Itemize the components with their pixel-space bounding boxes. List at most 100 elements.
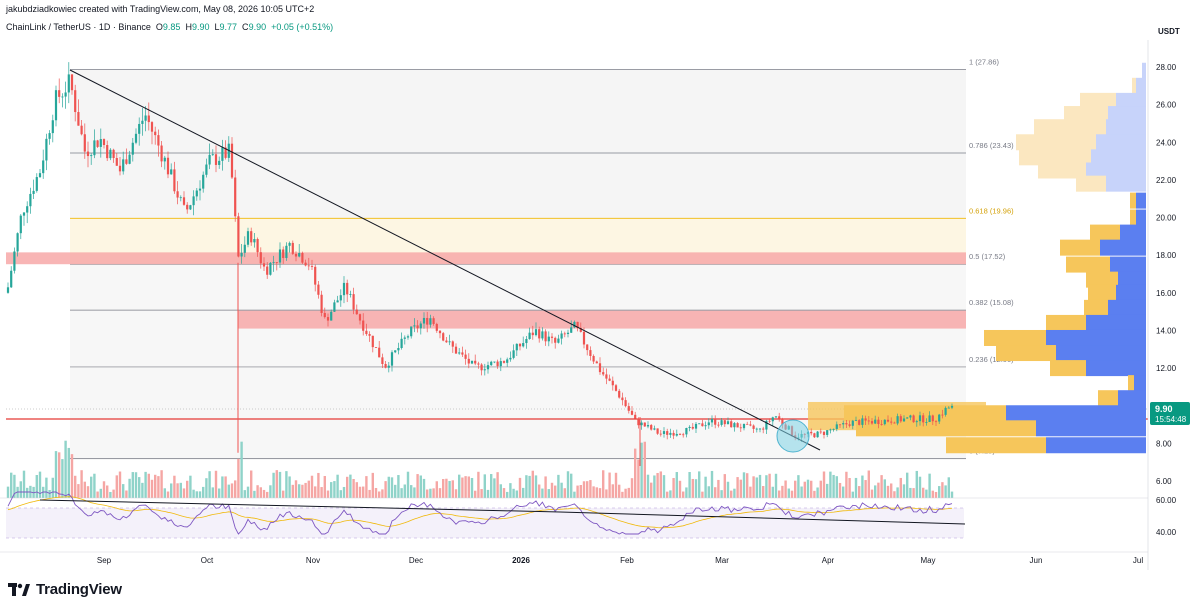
candle-body xyxy=(912,415,915,423)
volume-bar xyxy=(749,486,752,498)
volume-bar xyxy=(106,485,109,498)
candle-body xyxy=(387,365,390,368)
candle-body xyxy=(506,359,509,363)
candle-body xyxy=(131,142,134,155)
volume-profile-sell xyxy=(1034,119,1106,136)
volume-bar xyxy=(608,472,611,498)
time-axis-label: Sep xyxy=(97,556,112,565)
volume-bar xyxy=(845,471,848,498)
candle-body xyxy=(256,239,259,253)
volume-bar xyxy=(733,488,736,498)
candle-body xyxy=(179,197,182,199)
candle-body xyxy=(32,190,35,194)
volume-profile-buy xyxy=(1136,77,1146,94)
volume-bar xyxy=(810,480,813,498)
volume-bar xyxy=(902,484,906,498)
fib-level-label: 0.5 (17.52) xyxy=(969,252,1006,261)
candle-body xyxy=(198,188,202,191)
candle-body xyxy=(112,149,115,159)
price-axis-label: 28.00 xyxy=(1156,63,1177,72)
volume-bar xyxy=(371,472,374,498)
downtrend-line[interactable] xyxy=(69,69,821,451)
volume-bar xyxy=(208,471,211,498)
volume-bar xyxy=(70,454,74,498)
volume-bar xyxy=(448,480,451,498)
candle-body xyxy=(608,378,611,381)
volume-bar xyxy=(605,489,608,498)
volume-bar xyxy=(515,490,518,498)
volume-profile-sell xyxy=(1130,209,1136,226)
volume-bar xyxy=(102,481,106,498)
candle-body xyxy=(448,341,451,343)
volume-bar xyxy=(22,470,26,498)
candle-body xyxy=(845,423,848,425)
candle-body xyxy=(602,372,605,375)
volume-bar xyxy=(339,490,342,498)
candle-body xyxy=(576,321,579,328)
volume-bar xyxy=(458,474,461,498)
volume-bar xyxy=(717,479,720,498)
candle-body xyxy=(928,415,931,423)
candle-body xyxy=(685,427,688,435)
candle-body xyxy=(189,205,192,210)
candle-body xyxy=(496,361,499,367)
volume-profile-buy xyxy=(1056,345,1146,362)
symbol-legend[interactable]: ChainLink / TetherUS · 1D · Binance O9.8… xyxy=(6,22,334,32)
candle-body xyxy=(528,332,531,339)
volume-bar xyxy=(688,472,691,498)
volume-profile-buy xyxy=(1136,192,1146,209)
volume-bar xyxy=(912,488,915,498)
tradingview-logo[interactable]: TradingView xyxy=(8,581,122,598)
volume-bar xyxy=(637,459,640,498)
volume-bar xyxy=(301,484,304,498)
volume-bar xyxy=(858,486,861,498)
volume-bar xyxy=(486,489,490,498)
candle-body xyxy=(458,352,461,354)
volume-bar xyxy=(918,476,922,498)
candle-body xyxy=(938,414,941,422)
candle-body xyxy=(579,327,582,332)
volume-bar xyxy=(666,491,669,498)
candle-body xyxy=(595,361,598,364)
volume-bar xyxy=(950,491,954,498)
volume-bar xyxy=(701,491,704,498)
volume-bar xyxy=(554,485,557,498)
volume-bar xyxy=(653,475,656,498)
volume-profile-buy xyxy=(1106,119,1146,136)
candle-body xyxy=(6,287,10,293)
candle-body xyxy=(362,320,365,331)
candle-body xyxy=(26,206,29,213)
volume-bar xyxy=(512,488,515,498)
volume-bar xyxy=(928,473,931,498)
volume-bar xyxy=(525,475,528,498)
candle-body xyxy=(48,133,51,139)
candle-body xyxy=(838,424,842,426)
candle-body xyxy=(118,165,122,172)
candle-body xyxy=(758,428,762,430)
volume-bar xyxy=(758,474,762,498)
candle-body xyxy=(694,423,698,429)
volume-bar xyxy=(83,481,86,498)
volume-bar xyxy=(355,482,358,498)
volume-bar xyxy=(99,488,102,498)
candle-body xyxy=(51,120,54,134)
volume-profile-sell xyxy=(1019,149,1091,166)
candle-body xyxy=(813,433,816,438)
candle-body xyxy=(410,326,413,337)
volume-bar xyxy=(147,473,150,498)
candle-body xyxy=(13,251,16,271)
volume-bar xyxy=(77,484,80,498)
volume-profile-buy xyxy=(1106,175,1146,192)
time-axis[interactable]: Sep Oct Nov Dec 2026 Feb Mar Apr May Jun Jul xyxy=(97,556,1143,565)
candle-body xyxy=(525,338,528,344)
price-axis[interactable]: 28.00 26.00 24.00 22.00 20.00 18.00 16.00 14.00… xyxy=(1156,63,1177,486)
candle-body xyxy=(400,338,403,349)
candle-body xyxy=(176,191,179,198)
rsi-line xyxy=(7,491,953,535)
candle-body xyxy=(275,262,278,263)
volume-bar xyxy=(730,490,733,498)
candle-body xyxy=(432,318,435,324)
volume-bar xyxy=(154,474,157,498)
volume-bar xyxy=(374,487,378,498)
